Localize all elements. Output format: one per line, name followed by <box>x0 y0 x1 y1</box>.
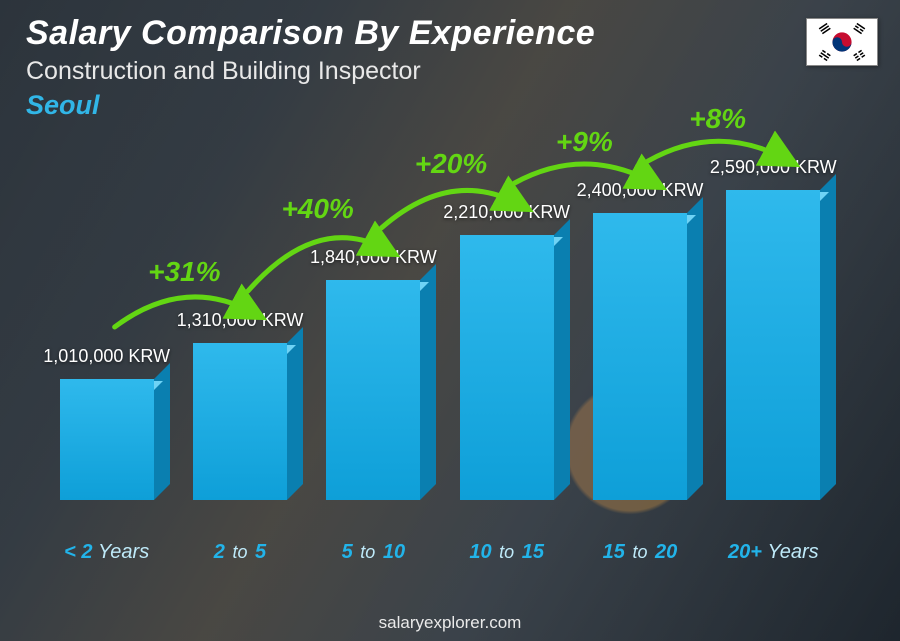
bar <box>460 235 554 500</box>
bar <box>193 343 287 500</box>
bar <box>726 190 820 500</box>
flag-south-korea <box>806 18 878 66</box>
title-main: Salary Comparison By Experience <box>26 14 595 53</box>
bar <box>326 280 420 500</box>
x-axis-label: 10 to 15 <box>440 541 573 571</box>
title-city: Seoul <box>26 90 595 121</box>
salary-bar-chart: 1,010,000 KRW 1,310,000 KRW 1,840,000 KRW 2… <box>40 130 840 571</box>
title-subtitle: Construction and Building Inspector <box>26 57 595 86</box>
x-axis: < 2 Years2 to 55 to 1010 to 1515 to 2020… <box>40 541 840 571</box>
bars-container: 1,010,000 KRW 1,310,000 KRW 1,840,000 KRW 2… <box>40 130 840 500</box>
title-block: Salary Comparison By Experience Construc… <box>26 14 595 121</box>
bar-slot: 1,840,000 KRW <box>307 130 440 500</box>
bar <box>593 213 687 500</box>
x-axis-label: 15 to 20 <box>573 541 706 571</box>
infographic-canvas: Salary Comparison By Experience Construc… <box>0 0 900 641</box>
bar-value-label: 2,210,000 KRW <box>443 202 570 223</box>
x-axis-label: 5 to 10 <box>307 541 440 571</box>
bar-value-label: 2,400,000 KRW <box>577 180 704 201</box>
x-axis-label: < 2 Years <box>40 541 173 571</box>
bar <box>60 379 154 500</box>
x-axis-label: 20+ Years <box>707 541 840 571</box>
bar-value-label: 2,590,000 KRW <box>710 157 837 178</box>
bar-value-label: 1,010,000 KRW <box>43 346 170 367</box>
bar-slot: 2,590,000 KRW <box>707 130 840 500</box>
footer-source: salaryexplorer.com <box>0 613 900 633</box>
bar-slot: 1,010,000 KRW <box>40 130 173 500</box>
bar-slot: 1,310,000 KRW <box>173 130 306 500</box>
bar-slot: 2,210,000 KRW <box>440 130 573 500</box>
bar-value-label: 1,310,000 KRW <box>177 310 304 331</box>
bar-slot: 2,400,000 KRW <box>573 130 706 500</box>
bar-value-label: 1,840,000 KRW <box>310 247 437 268</box>
x-axis-label: 2 to 5 <box>173 541 306 571</box>
